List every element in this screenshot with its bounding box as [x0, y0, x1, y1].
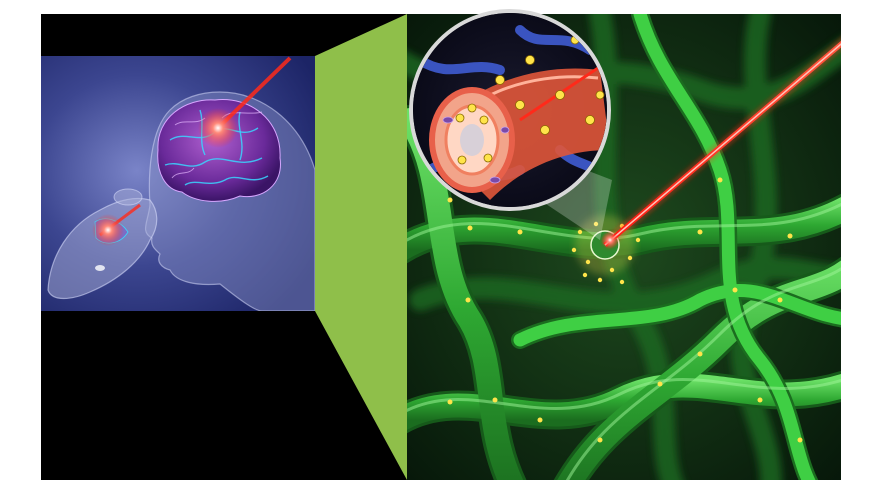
left-panel [41, 56, 315, 311]
vessel-inset [409, 9, 611, 211]
zoom-connector [315, 14, 407, 480]
nanoparticle-dots [447, 177, 803, 443]
